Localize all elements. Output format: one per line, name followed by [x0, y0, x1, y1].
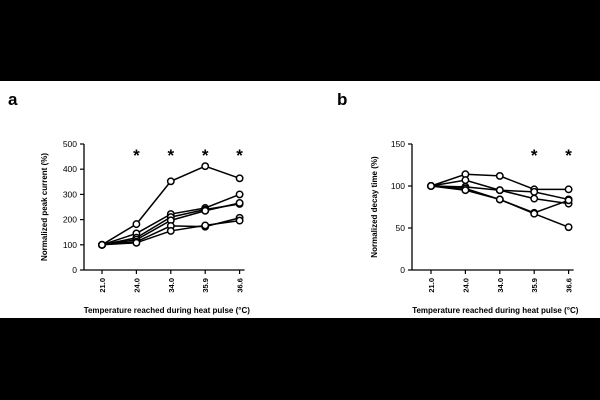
y-tick-label: 100 — [391, 181, 405, 191]
x-axis-title: Temperature reached during heat pulse (°… — [412, 306, 579, 315]
y-tick-label: 0 — [400, 265, 405, 275]
data-point — [564, 185, 573, 194]
data-point — [564, 223, 573, 232]
data-point — [461, 186, 470, 195]
data-point — [98, 240, 106, 249]
y-axis-title: Normalized decay time (%) — [370, 156, 379, 258]
data-point — [201, 221, 210, 230]
y-tick-label: 400 — [63, 164, 77, 174]
x-tick-label: 24.0 — [461, 278, 470, 293]
x-tick-label: 34.0 — [496, 278, 505, 293]
data-point — [495, 186, 504, 195]
y-tick-label: 500 — [63, 139, 77, 149]
x-tick-label: 35.9 — [201, 278, 210, 293]
y-axis-title: Normalized peak current (%) — [40, 153, 49, 261]
significance-star: * — [167, 146, 174, 165]
significance-star: * — [236, 146, 243, 165]
data-point — [530, 194, 539, 203]
data-point — [461, 176, 470, 185]
significance-star: * — [202, 146, 209, 165]
x-tick-label: 24.0 — [132, 278, 141, 293]
y-tick-label: 150 — [391, 139, 405, 149]
x-tick-label: 36.6 — [236, 278, 245, 293]
x-tick-label: 34.0 — [167, 278, 176, 293]
data-point — [235, 174, 244, 183]
data-point — [132, 220, 141, 229]
y-tick-label: 0 — [72, 265, 77, 275]
data-point — [530, 209, 539, 218]
data-point — [495, 195, 504, 204]
significance-star: * — [133, 146, 140, 165]
data-point — [235, 199, 244, 207]
y-tick-label: 200 — [63, 215, 77, 225]
x-tick-label: 36.6 — [565, 278, 574, 293]
data-point — [235, 216, 244, 225]
x-axis-title: Temperature reached during heat pulse (°… — [84, 306, 251, 315]
data-point — [201, 206, 210, 215]
data-point — [427, 182, 435, 190]
data-point — [564, 196, 573, 205]
panel-b: b 0 50 100 150 21.0 24.0 34.0 35.9 36.6 Temperatur… — [337, 90, 579, 315]
x-tick-label: 21.0 — [98, 278, 107, 293]
significance-star: * — [565, 146, 572, 165]
panel-label: a — [8, 90, 18, 109]
data-point — [132, 238, 141, 247]
data-point — [495, 171, 504, 180]
data-point — [530, 187, 539, 196]
significance-star: * — [531, 146, 538, 165]
panel-label: b — [337, 90, 347, 109]
data-point — [235, 190, 244, 199]
data-point — [166, 177, 175, 186]
data-point — [166, 226, 175, 235]
y-tick-label: 50 — [396, 223, 406, 233]
data-point — [201, 162, 210, 171]
panel-a: a 0 100 200 300 400 500 21.0 24.0 34.0 35.9 36.6 Tem… — [8, 90, 250, 315]
y-tick-label: 300 — [63, 189, 77, 199]
y-tick-label: 100 — [63, 240, 77, 250]
figure: a 0 100 200 300 400 500 21.0 24.0 34.0 35.9 36.6 Tem… — [0, 81, 600, 318]
x-tick-label: 21.0 — [427, 278, 436, 293]
x-tick-label: 35.9 — [530, 278, 539, 293]
